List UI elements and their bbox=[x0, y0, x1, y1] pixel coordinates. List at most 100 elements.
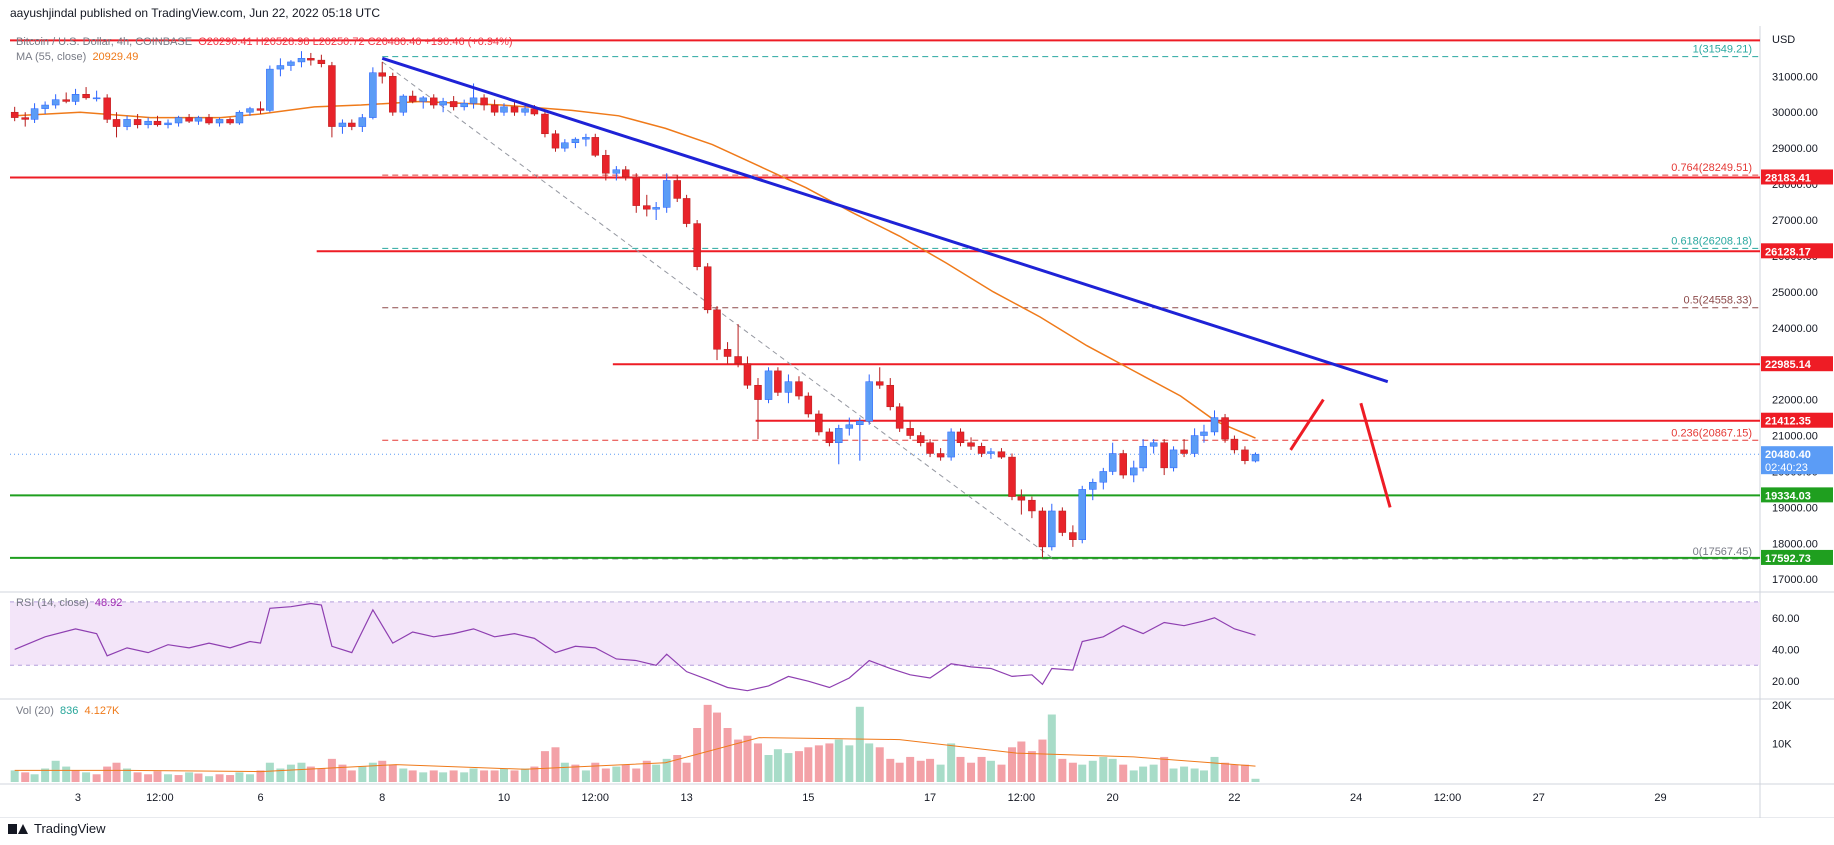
candle-body bbox=[582, 137, 590, 140]
volume-bar bbox=[551, 747, 560, 782]
volume-bar bbox=[652, 764, 661, 782]
candle-body bbox=[1129, 467, 1138, 476]
time-tick-label: 3 bbox=[75, 792, 81, 804]
candle-body bbox=[419, 97, 427, 102]
volume-bar bbox=[1119, 764, 1128, 782]
candle-body bbox=[682, 198, 691, 224]
volume-bar bbox=[956, 756, 965, 782]
candle-body bbox=[754, 384, 762, 400]
volume-bar bbox=[916, 760, 925, 782]
candle-body bbox=[469, 97, 478, 104]
volume-bar bbox=[235, 772, 244, 782]
rsi-line bbox=[14, 602, 1256, 692]
volume-bar bbox=[317, 768, 326, 782]
volume-bar bbox=[449, 770, 458, 782]
volume-bar bbox=[936, 764, 945, 782]
price-tick-label: 29000.00 bbox=[1772, 143, 1818, 155]
candle-body bbox=[1221, 417, 1229, 440]
volume-bar bbox=[62, 766, 71, 782]
volume-bar bbox=[1088, 760, 1097, 782]
volume-bar bbox=[21, 772, 30, 782]
candle-body bbox=[103, 97, 111, 120]
volume-bar bbox=[947, 743, 956, 782]
price-level-tag-label: 22985.14 bbox=[1765, 359, 1812, 371]
volume-bar bbox=[1221, 762, 1230, 782]
candle-body bbox=[348, 122, 356, 127]
time-tick-label: 15 bbox=[802, 792, 814, 804]
candle-body bbox=[62, 99, 70, 102]
ma55-line bbox=[14, 100, 1256, 439]
volume-bar bbox=[673, 755, 682, 782]
candle-body bbox=[287, 61, 295, 66]
time-tick-label: 13 bbox=[680, 792, 692, 804]
candle-body bbox=[1149, 442, 1158, 447]
candle-body bbox=[1230, 438, 1239, 451]
candle-body bbox=[1139, 446, 1147, 469]
rsi-tick-label: 40.00 bbox=[1772, 644, 1800, 656]
price-level-tag-label: 17592.73 bbox=[1765, 553, 1811, 565]
volume-bar bbox=[1190, 768, 1199, 782]
volume-bar bbox=[499, 768, 508, 782]
volume-bar bbox=[286, 764, 295, 782]
price-tick-label: 25000.00 bbox=[1772, 287, 1818, 299]
price-level-tag bbox=[1761, 549, 1833, 565]
volume-bar bbox=[1047, 714, 1056, 782]
candle-body bbox=[997, 451, 1006, 458]
volume-bar bbox=[1068, 762, 1077, 782]
volume-bar bbox=[215, 774, 224, 782]
candle-body bbox=[378, 72, 386, 77]
candle-body bbox=[205, 117, 213, 124]
volume-bar bbox=[784, 753, 793, 782]
candle-body bbox=[276, 65, 285, 70]
ma-value: 20929.49 bbox=[92, 51, 139, 63]
publisher-line: aayushjindal published on TradingView.co… bbox=[10, 6, 381, 20]
volume-bar bbox=[347, 770, 356, 782]
volume-bar bbox=[825, 743, 834, 782]
volume-bar bbox=[997, 764, 1006, 782]
candle-body bbox=[226, 119, 234, 124]
volume-bar bbox=[71, 770, 80, 782]
volume-bar bbox=[734, 739, 743, 782]
time-tick-label: 24 bbox=[1350, 792, 1362, 804]
candle-body bbox=[621, 169, 630, 178]
time-tick-label: 12:00 bbox=[1008, 792, 1036, 804]
rsi-legend: RSI (14, close) 48.92 bbox=[16, 597, 122, 609]
price-level-tag bbox=[1761, 169, 1833, 185]
time-tick-label: 29 bbox=[1654, 792, 1666, 804]
candle-body bbox=[936, 453, 945, 458]
volume-bar bbox=[773, 749, 782, 782]
candle-body bbox=[551, 133, 560, 149]
projection-up-line bbox=[1289, 398, 1325, 451]
price-level-tag bbox=[1761, 412, 1833, 428]
candle-body bbox=[439, 101, 447, 106]
volume-bar bbox=[875, 747, 884, 782]
volume-bar bbox=[713, 712, 722, 782]
candle-body bbox=[328, 65, 336, 127]
candle-body bbox=[1210, 417, 1219, 433]
symbol-name: Bitcoin / U.S. Dollar, 4h, COINBASE bbox=[16, 36, 193, 48]
volume-bar bbox=[977, 756, 986, 782]
tradingview-logo-icon bbox=[8, 822, 28, 836]
candle-body bbox=[480, 97, 488, 106]
candle-body bbox=[977, 446, 986, 454]
candle-body bbox=[956, 431, 965, 443]
candle-body bbox=[317, 59, 326, 64]
price-level-tag bbox=[1761, 356, 1833, 372]
volume-bar bbox=[703, 704, 712, 782]
price-level-tag-label: 21412.35 bbox=[1765, 416, 1811, 428]
candle-body bbox=[1099, 471, 1108, 483]
candle-body bbox=[369, 72, 377, 118]
volume-bar bbox=[764, 755, 773, 782]
candle-body bbox=[591, 137, 600, 156]
rsi-value: 48.92 bbox=[94, 597, 123, 609]
volume-bar bbox=[256, 770, 265, 782]
candle-body bbox=[1058, 510, 1067, 533]
fib-level-label: 1(31549.21) bbox=[1693, 44, 1752, 56]
price-tick-label: 31000.00 bbox=[1772, 71, 1818, 83]
candle-body bbox=[926, 442, 934, 454]
candle-body bbox=[1069, 532, 1077, 540]
volume-bar bbox=[612, 766, 621, 782]
candle-body bbox=[1119, 453, 1127, 476]
time-tick-label: 17 bbox=[924, 792, 936, 804]
price-chart[interactable]: USD31000.0030000.0029000.0028000.0027000… bbox=[0, 0, 1834, 818]
